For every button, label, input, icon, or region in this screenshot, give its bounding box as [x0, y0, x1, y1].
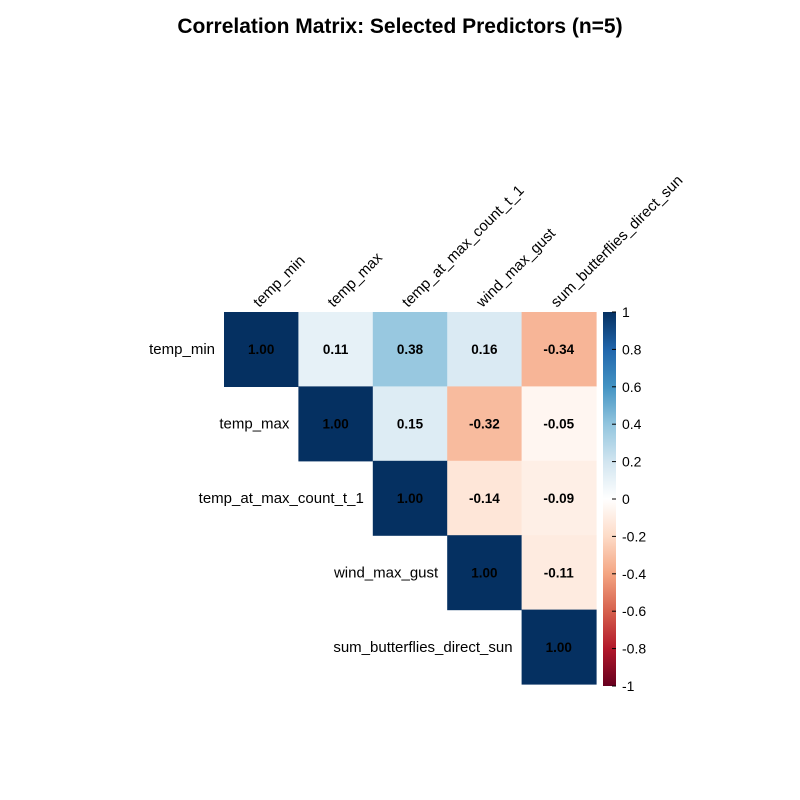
cell-temp_min-temp_at_max_count_t_1 [372, 312, 448, 387]
cell-value-label: 0.38 [397, 342, 424, 357]
cell-value-label: -0.05 [543, 417, 574, 432]
cell-temp_min-wind_max_gust [447, 312, 523, 387]
cell-value-label: 1.00 [546, 640, 572, 655]
cell-temp_max-temp_max [298, 386, 374, 462]
colorbar-tick-label: -0.4 [622, 566, 646, 582]
cell-value-label: -0.32 [469, 417, 500, 432]
cell-temp_at_max_count_t_1-sum_butterflies_direct_sun [521, 460, 597, 536]
cell-value-label: -0.34 [543, 342, 574, 357]
cell-value-label: -0.11 [544, 565, 575, 580]
cell-wind_max_gust-wind_max_gust [447, 535, 523, 611]
cell-sum_butterflies_direct_sun-sum_butterflies_direct_sun [521, 609, 597, 685]
column-labels: temp_min temp_max temp_at_max_count_t_1win… [250, 172, 686, 311]
colorbar-tick-label: 1 [622, 304, 630, 320]
column-label-temp_min: temp_min [250, 252, 309, 311]
chart-title: Correlation Matrix: Selected Predictors … [177, 15, 622, 38]
colorbar-gradient [603, 312, 616, 686]
column-label-wind_max_gust: wind_max_gust [473, 225, 560, 312]
colorbar-tick-label: 0 [622, 491, 630, 507]
cell-value-label: 0.15 [397, 417, 424, 432]
colorbar-tick-label: -0.8 [622, 641, 646, 657]
cell-temp_max-sum_butterflies_direct_sun [521, 386, 597, 462]
column-label-temp_max: temp_max [324, 249, 386, 311]
colorbar: 1 0.8 0.6 0.4 0.2 0 -0.2 -0.4 -0.6 -0.8 -1 [603, 304, 646, 694]
column-label-sum_butterflies_direct_sun: sum_butterflies_direct_sun [548, 172, 687, 311]
cell-value-label: -0.09 [543, 491, 574, 506]
colorbar-tick-label: -0.6 [622, 603, 646, 619]
row-label-temp_at_max_count_t_1: temp_at_max_count_t_1 [199, 490, 364, 507]
row-label-temp_min: temp_min [149, 341, 215, 358]
cell-value-label: 1.00 [248, 342, 274, 357]
cell-wind_max_gust-sum_butterflies_direct_sun [521, 535, 597, 611]
cell-value-label: 1.00 [471, 565, 497, 580]
colorbar-tick-label: -0.2 [622, 528, 646, 544]
colorbar-tick-label: -1 [622, 678, 635, 694]
column-label-temp_at_max_count_t_1: temp_at_max_count_t_1 [399, 182, 528, 311]
row-label-wind_max_gust: wind_max_gust [333, 564, 439, 581]
colorbar-tick-label: 0.4 [622, 416, 642, 432]
cell-temp_min-temp_min [224, 312, 299, 387]
cell-value-label: 1.00 [397, 491, 423, 506]
cell-value-label: 1.00 [322, 417, 348, 432]
cell-temp_min-temp_max [298, 312, 374, 387]
cell-temp_at_max_count_t_1-wind_max_gust [447, 460, 523, 536]
colorbar-tick-label: 0.8 [622, 341, 642, 357]
cell-value-label: 0.16 [471, 342, 498, 357]
row-labels: temp_min temp_max temp_at_max_count_t_1win… [149, 341, 512, 656]
cell-temp_at_max_count_t_1-temp_at_max_count_t_1 [372, 460, 448, 536]
row-label-temp_max: temp_max [219, 416, 290, 433]
heatmap-cells: 1.00 0.11 0.38 0.16 -0.34 1.00 0.15 -0.32 -0.05 1… [224, 312, 597, 685]
cell-value-label: -0.14 [469, 491, 500, 506]
cell-temp_max-temp_at_max_count_t_1 [372, 386, 448, 462]
cell-temp_max-wind_max_gust [447, 386, 523, 462]
cell-value-label: 0.11 [323, 342, 349, 357]
colorbar-tick-label: 0.2 [622, 454, 642, 470]
row-label-sum_butterflies_direct_sun: sum_butterflies_direct_sun [333, 639, 512, 656]
cell-temp_min-sum_butterflies_direct_sun [521, 312, 597, 387]
colorbar-tick-label: 0.6 [622, 379, 642, 395]
